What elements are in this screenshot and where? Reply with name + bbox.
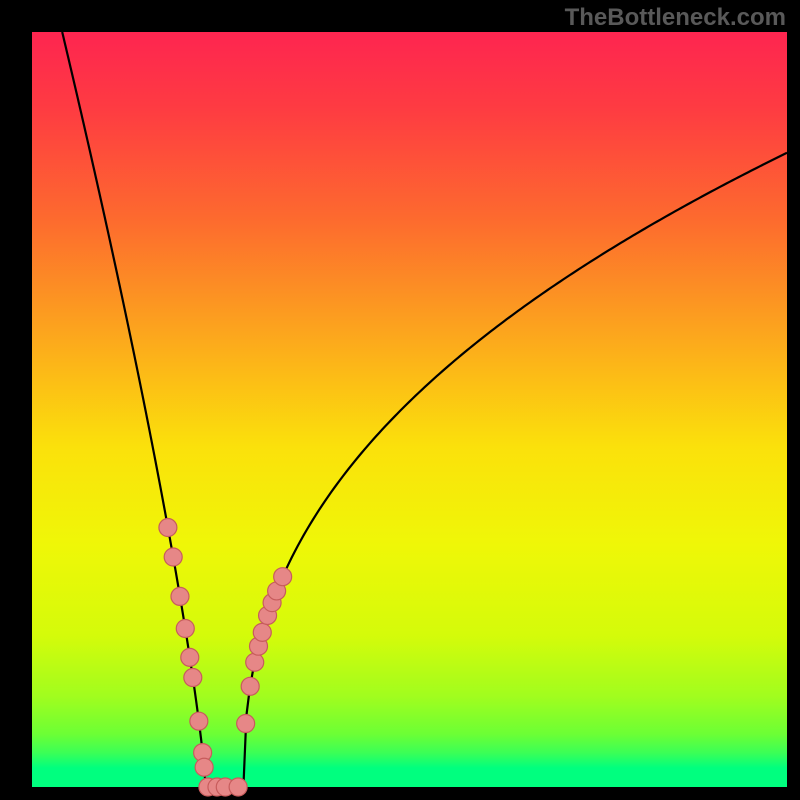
data-point bbox=[195, 758, 213, 776]
data-point bbox=[184, 669, 202, 687]
bottleneck-chart bbox=[0, 0, 800, 800]
data-point bbox=[181, 648, 199, 666]
data-point bbox=[274, 568, 292, 586]
chart-frame: TheBottleneck.com bbox=[0, 0, 800, 800]
data-point bbox=[237, 715, 255, 733]
data-point bbox=[171, 587, 189, 605]
data-point bbox=[164, 548, 182, 566]
data-point bbox=[190, 712, 208, 730]
data-point bbox=[246, 653, 264, 671]
data-point bbox=[159, 519, 177, 537]
data-point bbox=[229, 778, 247, 796]
data-point bbox=[253, 623, 271, 641]
watermark-text: TheBottleneck.com bbox=[565, 4, 786, 32]
data-point bbox=[241, 677, 259, 695]
data-point bbox=[176, 620, 194, 638]
